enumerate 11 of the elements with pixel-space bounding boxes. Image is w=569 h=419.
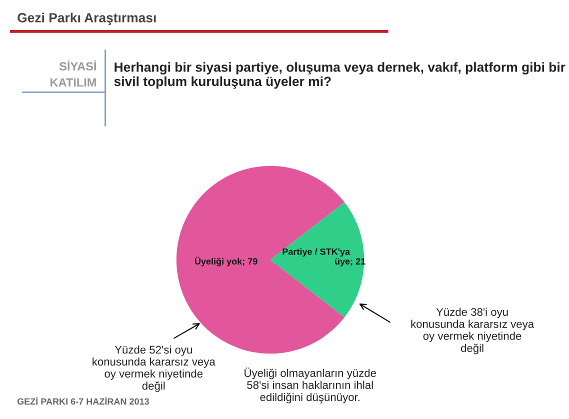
text: SİYASİ KATILIM	[50, 60, 96, 87]
slice-label: Üyeliği yok	[195, 256, 242, 266]
chart-title: Gezi Parkı Araştırması	[18, 12, 156, 26]
text: Yüzde 52'si oyu konusunda kararsız veya oy vermek niyetinde değil	[92, 346, 216, 392]
pie-slice	[270, 202, 364, 318]
slice-label: Partiye / STK'ya üye	[282, 248, 350, 266]
text: Yüzde 38'i oyu konusunda kararsız veya oy vermek niyetinde değil	[411, 308, 534, 354]
chart-subtitle: Herhangi bir siyasi partiye, oluşuma veya dernek, vakıf, platform gibi bir sivil toplum kuruluşuna üyeler mi?	[114, 62, 566, 89]
text: Üyeliği olmayanların yüzde 58'si insan haklarının ihlal edildiğini düşünüyor.	[244, 368, 376, 404]
text: GEZİ PARKI 6-7 HAZİRAN 2013	[17, 396, 150, 405]
data-label: ; 79	[242, 258, 258, 266]
